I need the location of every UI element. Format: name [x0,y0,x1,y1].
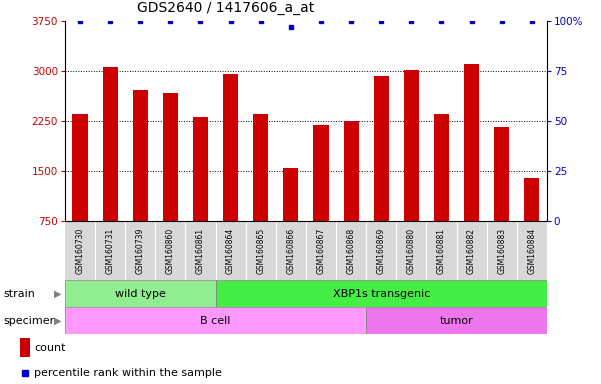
Text: GSM160869: GSM160869 [377,227,386,274]
Text: GSM160881: GSM160881 [437,228,446,273]
Text: GSM160867: GSM160867 [317,227,326,274]
Bar [65,307,366,334]
Bar [253,114,268,221]
Bar [344,121,359,221]
Text: GSM160866: GSM160866 [286,227,295,274]
Text: GSM160731: GSM160731 [106,227,115,274]
Text: GSM160860: GSM160860 [166,227,175,274]
Bar [494,127,509,221]
Text: tumor: tumor [440,316,474,326]
Text: GSM160882: GSM160882 [467,228,476,273]
Bar [103,67,118,221]
Text: GSM160864: GSM160864 [226,227,235,274]
Text: specimen: specimen [3,316,56,326]
Text: B cell: B cell [200,316,231,326]
Text: GSM160730: GSM160730 [76,227,85,274]
Text: GSM160880: GSM160880 [407,227,416,274]
Bar [434,114,449,221]
Bar [374,76,389,221]
Text: percentile rank within the sample: percentile rank within the sample [34,368,222,378]
Bar [404,70,419,221]
Text: GSM160883: GSM160883 [497,227,506,274]
Bar [283,168,298,221]
Bar [366,307,547,334]
Text: count: count [34,343,66,353]
Text: GSM160739: GSM160739 [136,227,145,274]
Bar [524,178,539,221]
Text: GDS2640 / 1417606_a_at: GDS2640 / 1417606_a_at [137,2,314,15]
Bar [314,125,329,221]
Bar [163,93,178,221]
Text: GSM160868: GSM160868 [347,227,356,274]
Bar [193,117,208,221]
Text: ▶: ▶ [55,316,62,326]
Bar [216,280,547,307]
Text: GSM160884: GSM160884 [527,227,536,274]
Text: wild type: wild type [115,289,166,299]
Text: ▶: ▶ [55,289,62,299]
Bar [65,280,216,307]
Bar [464,65,479,221]
Bar [223,74,238,221]
Text: GSM160865: GSM160865 [256,227,265,274]
Text: GSM160861: GSM160861 [196,227,205,274]
Text: XBP1s transgenic: XBP1s transgenic [332,289,430,299]
Text: strain: strain [3,289,35,299]
Bar [133,90,148,221]
Bar [20,338,30,356]
Bar [73,114,88,221]
